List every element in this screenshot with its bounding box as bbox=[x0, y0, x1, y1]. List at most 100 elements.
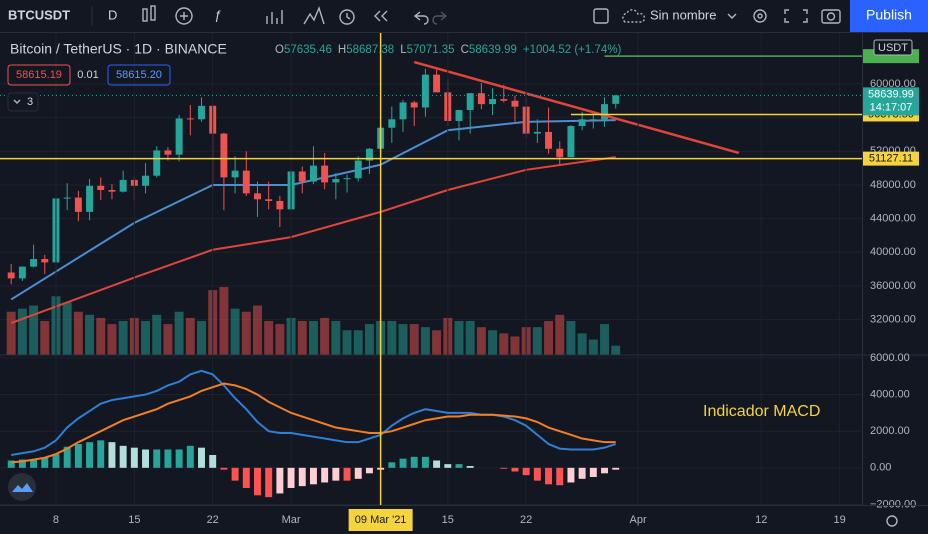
x-tick-label: 12 bbox=[755, 514, 767, 526]
y-tick-label: 60000.00 bbox=[870, 78, 916, 90]
candle-body bbox=[433, 74, 441, 93]
countdown: 14:17:07 bbox=[870, 101, 913, 113]
candle-body bbox=[175, 118, 183, 155]
legend-key: H bbox=[338, 44, 346, 56]
volume-bar bbox=[163, 324, 173, 355]
settings-icon[interactable] bbox=[886, 515, 898, 527]
macd-line bbox=[11, 369, 617, 456]
x-tick-label: 22 bbox=[520, 514, 532, 526]
publish-label[interactable]: Publish bbox=[866, 7, 912, 23]
volume-bar bbox=[185, 317, 195, 355]
volume-bar bbox=[555, 314, 565, 355]
volume-bar bbox=[577, 333, 587, 355]
candle-body bbox=[142, 175, 150, 186]
trendline bbox=[413, 60, 740, 155]
candle-body bbox=[186, 118, 194, 120]
bid-box[interactable] bbox=[7, 64, 71, 86]
y-tick-label: 44000.00 bbox=[870, 213, 916, 225]
publish-button[interactable] bbox=[850, 0, 928, 32]
ask-box[interactable] bbox=[107, 64, 171, 86]
legend-title: Bitcoin / TetherUS · 1D · BINANCE bbox=[10, 41, 227, 57]
histogram-bar bbox=[433, 460, 441, 468]
y-tick-label: 36000.00 bbox=[870, 280, 916, 292]
volume-bar bbox=[197, 321, 206, 355]
indicators-count[interactable]: 3 bbox=[27, 96, 33, 108]
candle-body bbox=[332, 179, 340, 183]
volume-bar bbox=[29, 305, 39, 355]
x-tick-label: Mar bbox=[282, 514, 301, 526]
histogram-bar bbox=[52, 454, 60, 468]
histogram-bar bbox=[444, 464, 452, 468]
y2-tick-label: 2000.00 bbox=[870, 425, 910, 437]
layout-name[interactable]: Sin nombre bbox=[650, 7, 716, 22]
volume-bar bbox=[241, 311, 251, 355]
candle-body bbox=[388, 119, 396, 128]
volume-bar bbox=[611, 345, 621, 355]
volume-bar bbox=[476, 327, 486, 355]
ask[interactable]: 58615.20 bbox=[116, 69, 162, 81]
histogram-bar bbox=[287, 467, 295, 488]
legend-value: 58687.38 bbox=[346, 44, 394, 56]
histogram-bar bbox=[567, 467, 575, 483]
x-tick-label: 8 bbox=[53, 514, 59, 526]
last-price-box bbox=[863, 87, 919, 116]
histogram-bar bbox=[7, 460, 15, 468]
candle-body bbox=[365, 148, 373, 161]
bid[interactable]: 58615.19 bbox=[16, 69, 62, 81]
symbol[interactable]: BTCUSDT bbox=[8, 7, 70, 22]
volume-bar bbox=[600, 324, 609, 355]
histogram-bar bbox=[612, 467, 620, 470]
toolbar-icons[interactable]: ƒ bbox=[142, 5, 841, 25]
histogram-bar bbox=[97, 440, 105, 468]
volume-bar bbox=[141, 321, 151, 355]
histogram-bar bbox=[130, 447, 138, 468]
histogram-bar bbox=[556, 467, 564, 486]
candle-body bbox=[97, 185, 105, 191]
volume-bar bbox=[253, 305, 262, 355]
volume-bar bbox=[107, 324, 117, 355]
volume-bar bbox=[488, 330, 498, 355]
candle-body bbox=[86, 185, 94, 212]
logo[interactable] bbox=[8, 473, 36, 501]
histogram-bar bbox=[153, 449, 161, 468]
level-label: 51127.11 bbox=[869, 153, 913, 165]
histogram-bar bbox=[254, 467, 261, 496]
candle-body bbox=[108, 190, 116, 192]
volume-bar bbox=[532, 327, 542, 355]
volume-bar bbox=[96, 317, 106, 355]
volume-bar bbox=[331, 321, 341, 355]
legend-ohlc: O57635.46 H58687.38 L57071.35 C58639.99 +100… bbox=[275, 44, 621, 56]
volume-bar bbox=[364, 324, 374, 355]
candle-body bbox=[276, 200, 284, 210]
candle-body bbox=[455, 110, 463, 121]
histogram-bar bbox=[186, 445, 194, 468]
volume-bar bbox=[499, 333, 509, 355]
y-tick-label: 48000.00 bbox=[870, 179, 916, 191]
candle-body bbox=[63, 197, 71, 199]
volume-bar bbox=[62, 302, 72, 355]
volume-bar bbox=[230, 308, 240, 355]
volume-bar bbox=[420, 327, 430, 355]
histogram-bar bbox=[410, 456, 418, 468]
histogram-bar bbox=[455, 464, 463, 468]
y-tick-label: 32000.00 bbox=[870, 314, 916, 326]
histogram-bar bbox=[589, 467, 597, 477]
volume-bar bbox=[219, 287, 229, 355]
candle-body bbox=[421, 74, 429, 108]
candle-body bbox=[601, 104, 608, 120]
interval[interactable]: D bbox=[108, 7, 117, 22]
y-tick-label: 40000.00 bbox=[870, 246, 916, 258]
legend-change: +1004.52 (+1.74%) bbox=[523, 44, 622, 56]
histogram-bar bbox=[209, 455, 217, 468]
crosshair-date: 09 Mar '21 bbox=[355, 514, 407, 526]
candle-body bbox=[466, 93, 474, 111]
candle-body bbox=[231, 170, 239, 178]
currency: USDT bbox=[878, 42, 908, 54]
indicators-toggle[interactable] bbox=[7, 92, 39, 112]
volume-bar bbox=[118, 321, 128, 355]
moving-average bbox=[10, 156, 616, 324]
x-tick-label: 19 bbox=[833, 514, 845, 526]
last-price-label: 58639.99 bbox=[868, 88, 914, 100]
